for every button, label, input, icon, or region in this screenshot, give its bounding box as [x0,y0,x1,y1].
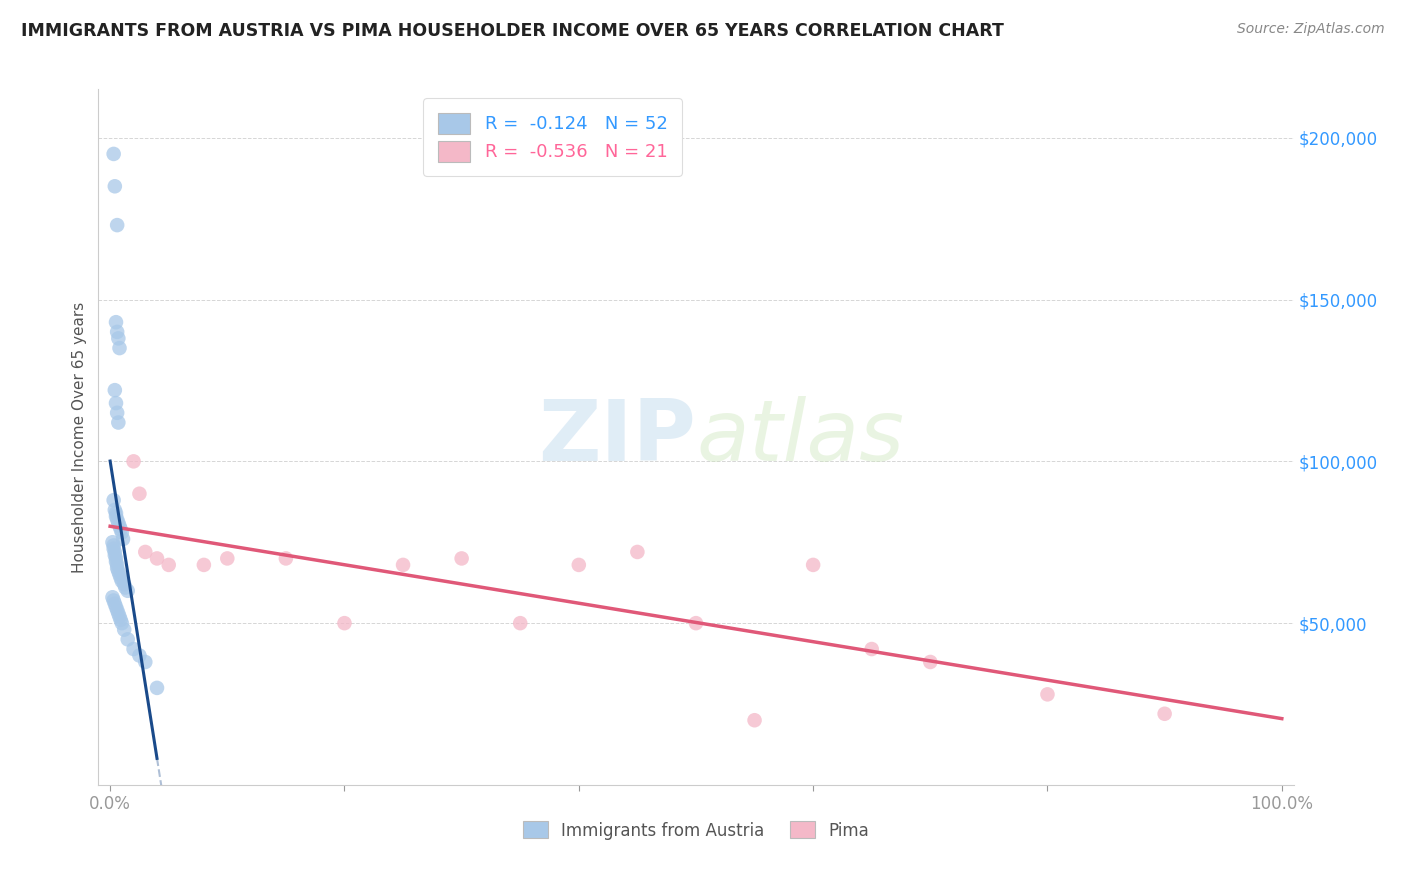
Point [104,548,127,562]
Point [107,331,129,345]
Point [333,616,356,631]
Point [110,571,132,585]
Point [509,616,531,631]
Point [146,681,169,695]
Point [103,541,125,556]
Point [450,551,472,566]
Text: Source: ZipAtlas.com: Source: ZipAtlas.com [1237,22,1385,37]
Point [103,147,125,161]
Point [104,597,127,611]
Point [111,616,134,631]
Text: atlas: atlas [696,395,904,479]
Point [685,616,707,631]
Point [105,506,128,520]
Point [105,513,128,527]
Point [920,655,942,669]
Point [105,599,128,614]
Point [108,609,131,624]
Point [101,535,124,549]
Point [114,581,136,595]
Point [107,416,129,430]
Point [111,525,134,540]
Point [103,539,125,553]
Point [112,623,135,637]
Point [108,341,131,355]
Point [105,551,128,566]
Point [110,522,132,536]
Point [104,383,127,397]
Point [105,561,128,575]
Point [105,315,128,329]
Point [105,406,128,420]
Point [1036,687,1059,701]
Point [392,558,415,572]
Point [801,558,824,572]
Text: ZIP: ZIP [538,395,696,479]
Point [105,555,128,569]
Point [146,551,169,566]
Point [105,325,128,339]
Point [134,545,156,559]
Point [108,519,131,533]
Point [103,493,125,508]
Point [108,567,131,582]
Point [274,551,297,566]
Point [860,642,883,657]
Text: IMMIGRANTS FROM AUSTRIA VS PIMA HOUSEHOLDER INCOME OVER 65 YEARS CORRELATION CHA: IMMIGRANTS FROM AUSTRIA VS PIMA HOUSEHOL… [21,22,1004,40]
Point [107,607,129,621]
Point [105,218,128,232]
Point [107,516,129,530]
Point [626,545,648,559]
Legend: R =  -0.124   N = 52, R =  -0.536   N = 21: R = -0.124 N = 52, R = -0.536 N = 21 [423,98,682,176]
Point [110,613,132,627]
Point [128,486,150,500]
Point [112,532,135,546]
Point [101,591,124,605]
Point [105,558,128,572]
Point [217,551,239,566]
Point [193,558,215,572]
Point [568,558,591,572]
Point [104,503,127,517]
Y-axis label: Householder Income Over 65 years: Householder Income Over 65 years [72,301,87,573]
Point [105,603,128,617]
Point [105,509,128,524]
Point [117,632,139,647]
Point [122,454,145,468]
Point [122,642,145,657]
Point [128,648,150,663]
Point [157,558,180,572]
Point [107,565,129,579]
Point [1153,706,1175,721]
Point [112,577,135,591]
Point [111,574,134,588]
Point [104,545,127,559]
Point [103,593,125,607]
Point [105,396,128,410]
Point [104,179,127,194]
Point [134,655,156,669]
Point [117,583,139,598]
Point [744,713,766,727]
